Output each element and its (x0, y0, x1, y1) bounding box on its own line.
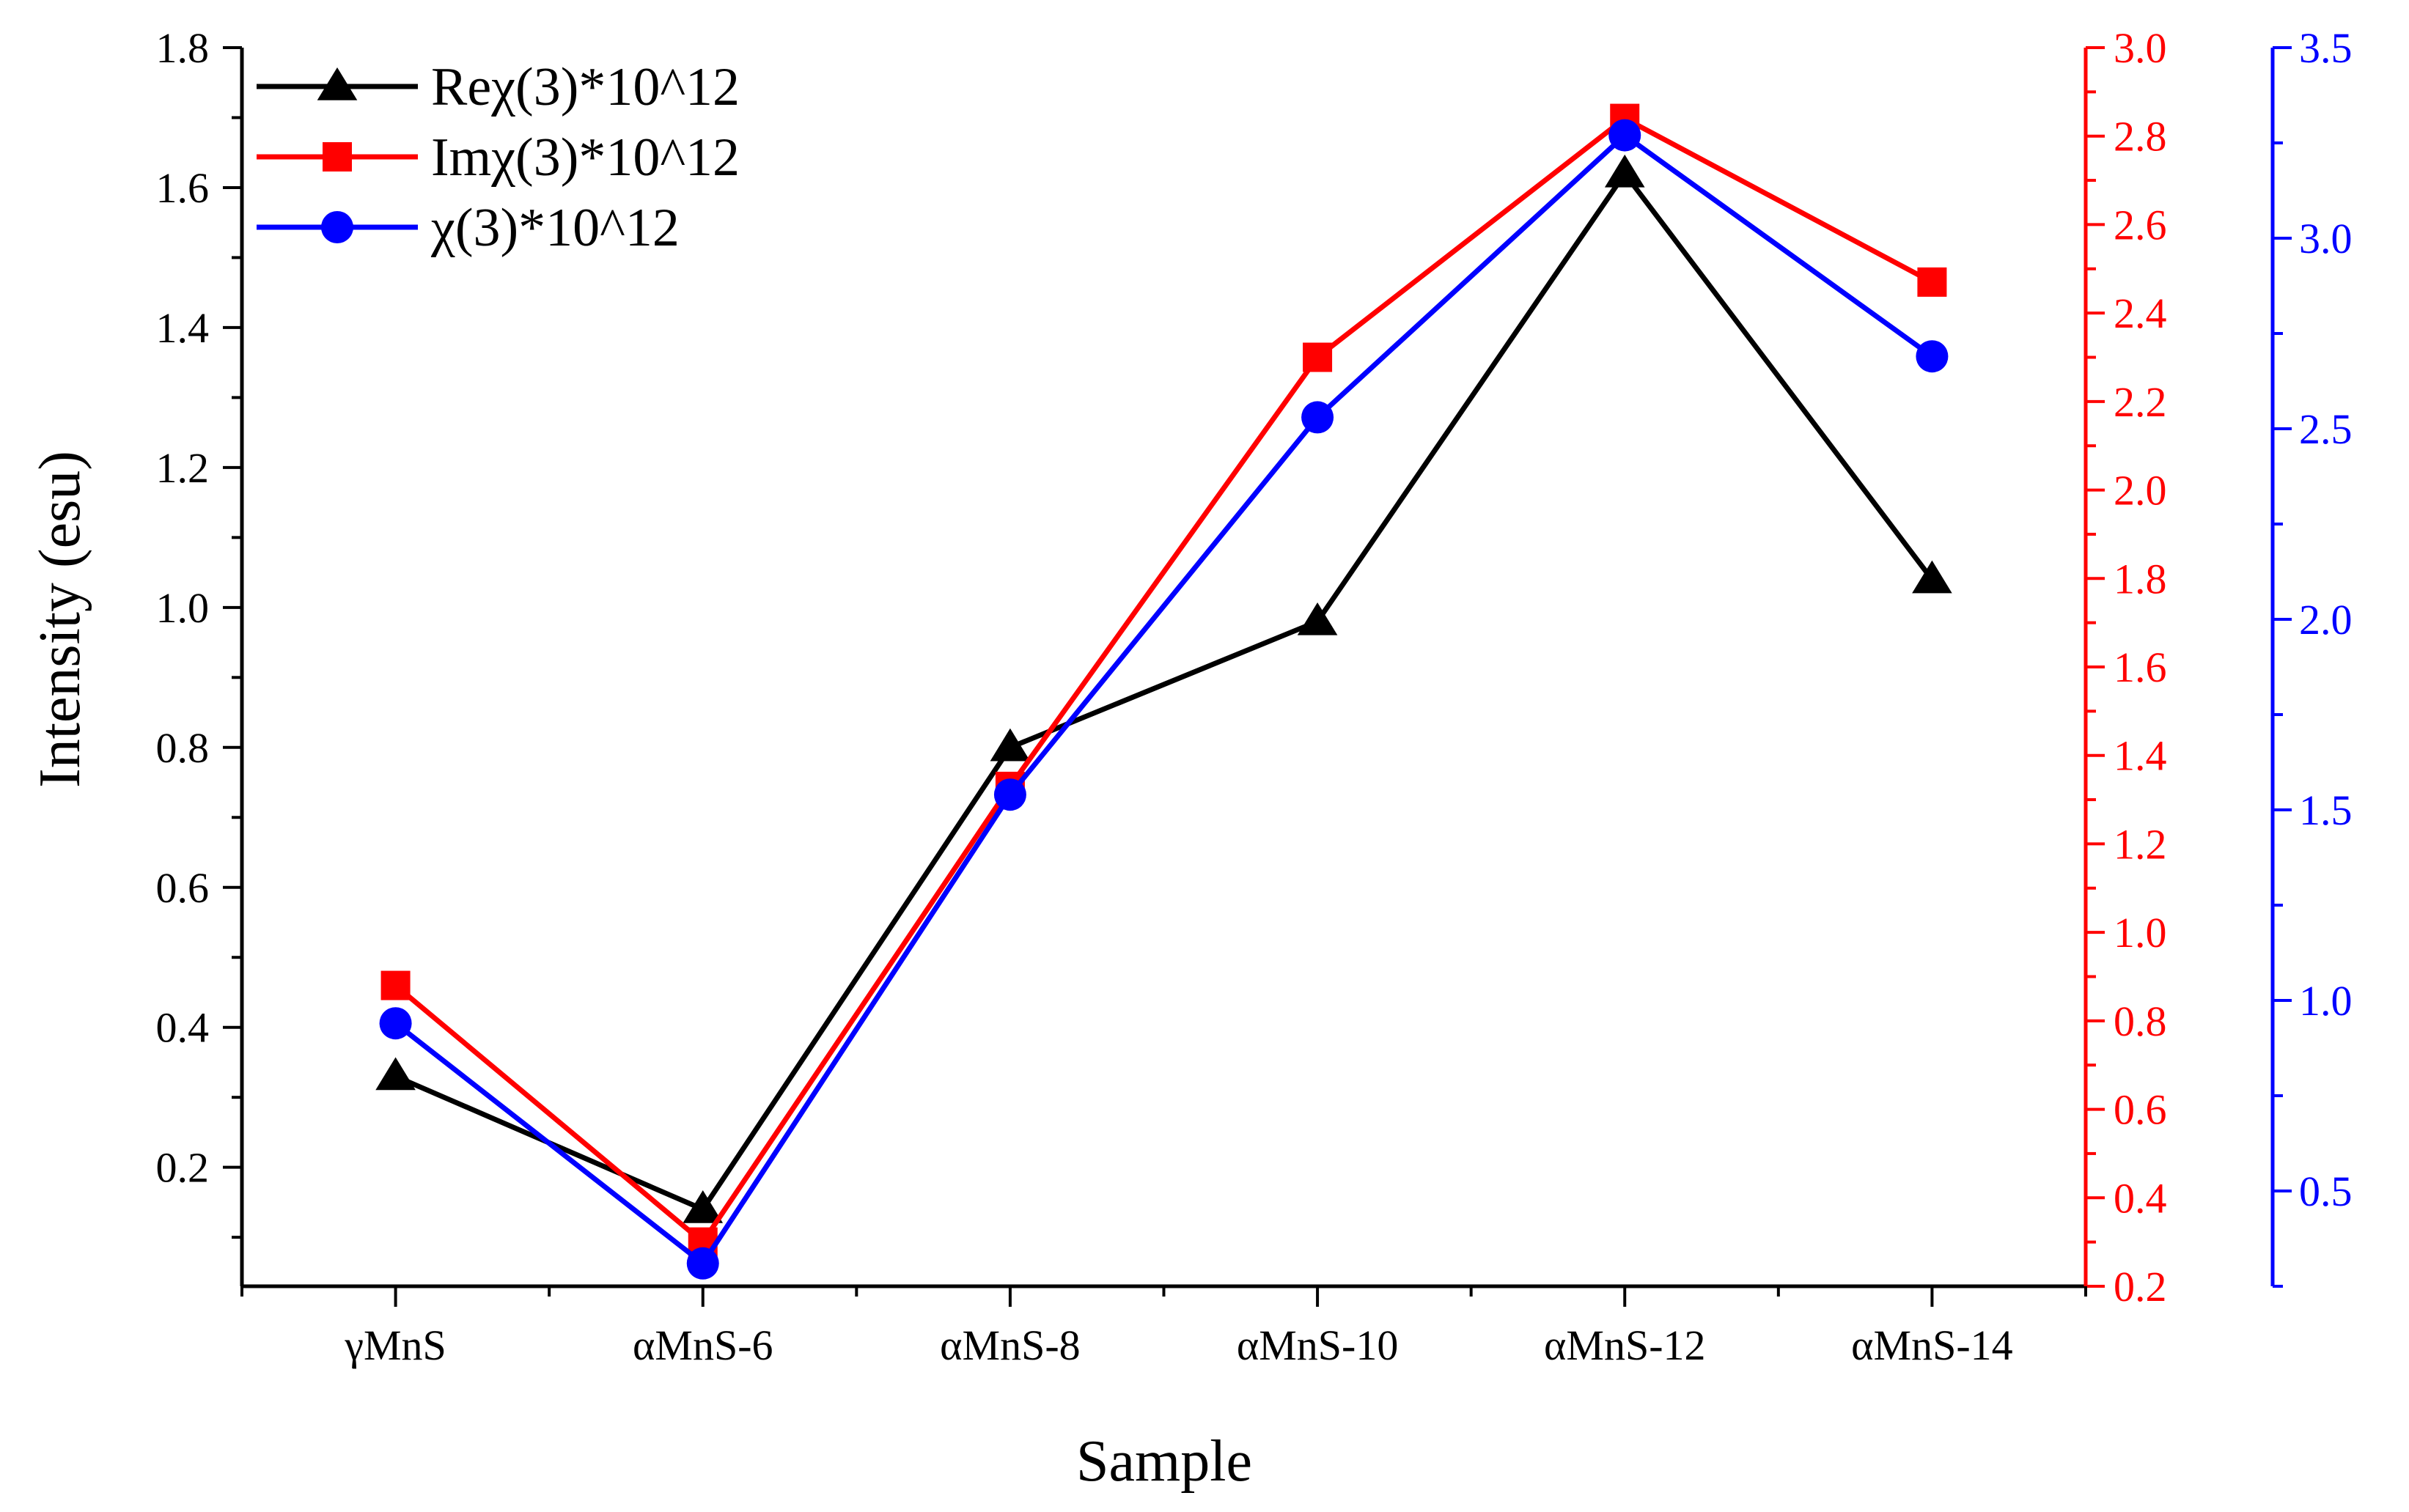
right-red-tick-label: 2.2 (2114, 378, 2167, 426)
right-red-tick-label: 0.8 (2114, 997, 2167, 1045)
data-point-circle (1608, 119, 1641, 152)
data-point-triangle (1604, 154, 1645, 188)
right-blue-tick-label: 1.0 (2299, 977, 2353, 1025)
left-tick-label: 1.8 (156, 24, 210, 72)
right-red-tick-label: 1.6 (2114, 643, 2167, 691)
x-tick-label: αMnS-8 (940, 1321, 1081, 1369)
legend-marker-circle (321, 211, 353, 243)
data-point-circle (993, 778, 1026, 811)
x-tick-label: γMnS (344, 1321, 446, 1369)
left-tick-label: 1.4 (156, 304, 210, 352)
data-point-triangle (990, 728, 1031, 761)
left-tick-label: 1.6 (156, 164, 210, 212)
left-tick-label: 0.8 (156, 724, 210, 772)
x-tick-label: αMnS-12 (1544, 1321, 1706, 1369)
data-point-circle (379, 1007, 412, 1040)
right-blue-tick-label: 1.5 (2299, 786, 2353, 834)
legend-label-2: Imχ(3)*10^12 (431, 128, 740, 188)
right-red-tick-label: 1.8 (2114, 555, 2167, 602)
left-tick-label: 1.0 (156, 584, 210, 632)
data-point-triangle (1912, 560, 1952, 594)
left-tick-label: 0.2 (156, 1144, 210, 1192)
data-point-triangle (683, 1190, 724, 1223)
x-tick-label: αMnS-6 (633, 1321, 773, 1369)
x-tick-label: αMnS-10 (1237, 1321, 1399, 1369)
data-point-circle (1301, 401, 1334, 434)
right-red-tick-label: 0.2 (2114, 1263, 2167, 1310)
data-point-triangle (1297, 602, 1338, 635)
right-red-tick-label: 0.6 (2114, 1086, 2167, 1134)
left-tick-label: 1.2 (156, 444, 210, 492)
x-axis-title: Sample (1076, 1429, 1252, 1494)
right-red-tick-label: 1.0 (2114, 909, 2167, 956)
y-axis-title: Intensity (esu) (28, 451, 92, 788)
right-red-tick-label: 2.8 (2114, 113, 2167, 161)
right-red-tick-label: 2.4 (2114, 290, 2167, 337)
legend-marker-square (323, 142, 352, 172)
series-line-1 (394, 171, 1935, 1212)
series-line-3 (394, 133, 1934, 1266)
x-tick-label: αMnS-14 (1851, 1321, 2013, 1369)
right-red-tick-label: 2.0 (2114, 467, 2167, 515)
data-point-triangle (375, 1057, 416, 1091)
right-red-tick-label: 1.4 (2114, 732, 2167, 780)
data-point-square (380, 970, 411, 1000)
right-blue-tick-label: 3.0 (2299, 215, 2353, 262)
data-point-square (1303, 342, 1333, 372)
left-tick-label: 0.4 (156, 1004, 210, 1052)
data-point-circle (1916, 340, 1949, 373)
right-blue-tick-label: 0.5 (2299, 1168, 2353, 1215)
legend-label-3: χ(3)*10^12 (430, 198, 680, 258)
series-line-2 (394, 116, 1934, 1245)
right-red-tick-label: 2.6 (2114, 201, 2167, 248)
right-blue-tick-label: 2.5 (2299, 405, 2353, 453)
right-red-tick-label: 3.0 (2114, 24, 2167, 72)
legend-label-1: Reχ(3)*10^12 (431, 57, 740, 117)
right-blue-tick-label: 3.5 (2299, 24, 2353, 72)
data-point-square (1917, 267, 1947, 297)
right-red-tick-label: 1.2 (2114, 820, 2167, 868)
right-red-tick-label: 0.4 (2114, 1174, 2167, 1222)
legend-marker-triangle (317, 67, 358, 100)
right-blue-tick-label: 2.0 (2299, 596, 2353, 643)
left-tick-label: 0.6 (156, 864, 210, 912)
data-point-circle (686, 1247, 719, 1280)
